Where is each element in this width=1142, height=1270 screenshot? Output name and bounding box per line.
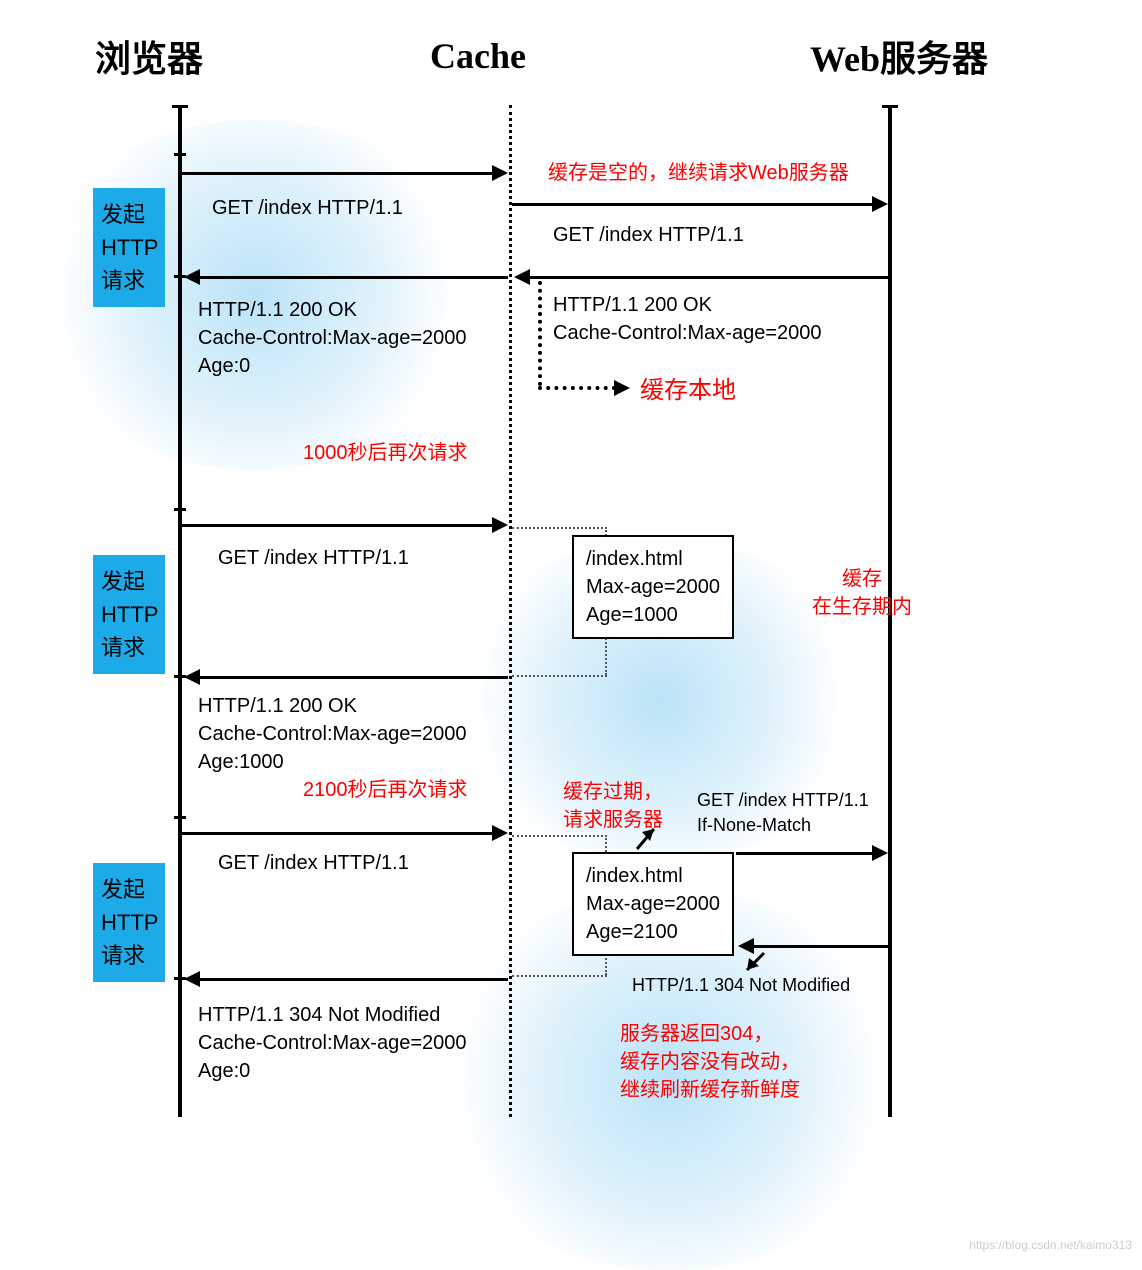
label-s3-final: 服务器返回304， 缓存内容没有改动， 继续刷新缓存新鲜度 bbox=[620, 1020, 800, 1104]
arrow-head bbox=[184, 669, 200, 685]
tick bbox=[174, 153, 186, 156]
label-s1-time: 1000秒后再次请求 bbox=[303, 439, 468, 467]
cache-box-s2: /index.html Max-age=2000 Age=1000 bbox=[572, 535, 734, 639]
blue-box-2: 发起 HTTP 请求 bbox=[93, 555, 165, 674]
blue-box-1: 发起 HTTP 请求 bbox=[93, 188, 165, 307]
dotted-s2-1 bbox=[512, 527, 607, 529]
title-server: Web服务器 bbox=[810, 30, 988, 82]
arrow-head bbox=[184, 269, 200, 285]
arrow-head bbox=[492, 517, 508, 533]
dotted-s3-2 bbox=[512, 975, 607, 977]
arrow-head bbox=[184, 971, 200, 987]
bb-line: 发起 bbox=[101, 202, 145, 227]
arrow-s1-req bbox=[182, 172, 494, 175]
bb-line: 请求 bbox=[101, 635, 145, 660]
tick bbox=[174, 816, 186, 819]
arrow-s2-req bbox=[182, 524, 494, 527]
label-s2-time: 2100秒后再次请求 bbox=[303, 776, 468, 804]
arrow-s3-304 bbox=[752, 945, 888, 948]
tick bbox=[174, 508, 186, 511]
arrow-s1-sresp bbox=[528, 276, 888, 279]
watermark: https://blog.csdn.net/kaimo313 bbox=[969, 1238, 1132, 1252]
label-cache-local: 缓存本地 bbox=[640, 374, 736, 408]
tick bbox=[174, 275, 186, 278]
arrow-head bbox=[872, 845, 888, 861]
arrow-head bbox=[492, 825, 508, 841]
tick bbox=[174, 977, 186, 980]
label-s3-fwd: GET /index HTTP/1.1 If-None-Match bbox=[697, 788, 869, 838]
lifeline-cache bbox=[509, 105, 512, 1117]
tick-1 bbox=[172, 105, 188, 108]
dotted-cache-local-h bbox=[538, 386, 616, 390]
bb-line: 发起 bbox=[101, 877, 145, 902]
label-s3-req: GET /index HTTP/1.1 bbox=[218, 849, 409, 877]
label-s2-status: 缓存 在生存期内 bbox=[812, 565, 912, 621]
arrow-head bbox=[614, 380, 630, 396]
bb-line: HTTP bbox=[101, 602, 158, 627]
bb-line: 发起 bbox=[101, 569, 145, 594]
dotted-s3-1 bbox=[512, 835, 607, 837]
title-cache: Cache bbox=[430, 35, 526, 77]
arrow-expired-icon bbox=[632, 824, 662, 854]
dotted-s2-2 bbox=[512, 675, 607, 677]
arrow-s1-cresp bbox=[198, 276, 508, 279]
label-s1-fwd: GET /index HTTP/1.1 bbox=[553, 221, 744, 249]
arrow-head bbox=[514, 269, 530, 285]
label-s2-req: GET /index HTTP/1.1 bbox=[218, 544, 409, 572]
blue-box-3: 发起 HTTP 请求 bbox=[93, 863, 165, 982]
arrow-s1-fwd bbox=[512, 203, 874, 206]
arrow-head bbox=[872, 196, 888, 212]
label-s1-req: GET /index HTTP/1.1 bbox=[212, 194, 403, 222]
cache-box-s3: /index.html Max-age=2000 Age=2100 bbox=[572, 852, 734, 956]
arrow-s3-resp bbox=[198, 978, 508, 981]
lifeline-browser bbox=[178, 105, 182, 1117]
label-s1-cresp: HTTP/1.1 200 OK Cache-Control:Max-age=20… bbox=[198, 296, 467, 380]
bb-line: 请求 bbox=[101, 268, 145, 293]
tick-2 bbox=[882, 105, 898, 108]
title-browser: 浏览器 bbox=[95, 30, 203, 82]
label-s2-resp: HTTP/1.1 200 OK Cache-Control:Max-age=20… bbox=[198, 692, 467, 776]
arrow-s3-fwd bbox=[736, 852, 874, 855]
arrow-s2-resp bbox=[198, 676, 508, 679]
label-s3-resp: HTTP/1.1 304 Not Modified Cache-Control:… bbox=[198, 1001, 467, 1085]
bb-line: HTTP bbox=[101, 910, 158, 935]
tick bbox=[174, 675, 186, 678]
arrow-s3-req bbox=[182, 832, 494, 835]
bb-line: HTTP bbox=[101, 235, 158, 260]
arrow-304-icon bbox=[742, 948, 772, 978]
label-s1-empty: 缓存是空的，继续请求Web服务器 bbox=[548, 159, 849, 187]
dotted-cache-local-v bbox=[538, 281, 542, 386]
arrow-head bbox=[492, 165, 508, 181]
bb-line: 请求 bbox=[101, 943, 145, 968]
label-s1-sresp: HTTP/1.1 200 OK Cache-Control:Max-age=20… bbox=[553, 291, 822, 347]
